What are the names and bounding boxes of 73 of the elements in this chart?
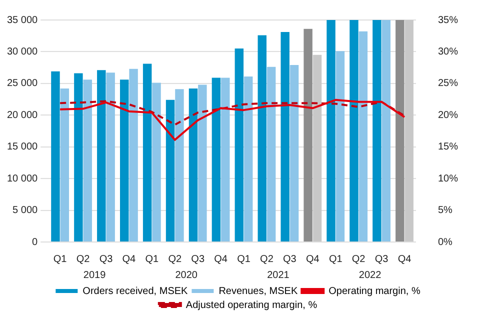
bar xyxy=(304,28,312,242)
x-tick-label: Q2 xyxy=(76,254,90,265)
text: 2019 xyxy=(83,270,106,281)
bar xyxy=(175,89,184,242)
y-tick-label: 15 000 xyxy=(6,142,38,153)
bar xyxy=(106,72,115,242)
bar xyxy=(120,80,129,242)
x-tick-label: Q3 xyxy=(191,254,205,265)
y2-tick-label: 25% xyxy=(438,78,458,90)
bar xyxy=(326,20,336,242)
bar xyxy=(166,100,175,242)
bar xyxy=(266,66,276,242)
bar xyxy=(129,68,138,242)
x-tick-label: Q4 xyxy=(306,254,320,265)
bar xyxy=(350,20,358,242)
bar xyxy=(280,32,290,242)
bar xyxy=(358,31,368,242)
bar xyxy=(396,20,404,242)
bar xyxy=(258,35,266,242)
x-tick-label: Q3 xyxy=(99,254,114,265)
y2-tick-label: 0% xyxy=(438,236,453,248)
y2-tick-label: 35% xyxy=(438,14,458,26)
y-tick-label: 25 000 xyxy=(6,78,38,90)
bar xyxy=(60,88,70,242)
bar xyxy=(234,48,244,242)
bar xyxy=(221,78,230,242)
bar xyxy=(142,64,152,242)
bar xyxy=(382,20,390,242)
bar xyxy=(404,20,414,242)
text: 2022 xyxy=(358,270,382,281)
legend-label: Adjusted operating margin, % xyxy=(186,300,318,311)
x-tick-label: Q1 xyxy=(145,254,160,265)
x-tick-label: Q4 xyxy=(398,254,412,265)
text: 2021 xyxy=(267,270,290,281)
y2-tick-label: 5% xyxy=(438,205,453,216)
y-tick-label: 0 xyxy=(32,236,38,248)
x-tick-label: Q4 xyxy=(122,254,136,265)
y2-tick-label: 30% xyxy=(438,46,458,58)
x-tick-label: Q4 xyxy=(214,254,228,265)
text: 2020 xyxy=(175,270,198,281)
x-tick-label: Q1 xyxy=(328,254,343,265)
bar xyxy=(372,20,382,242)
x-tick-label: Q3 xyxy=(283,254,297,265)
bar xyxy=(51,71,60,242)
x-tick-label: Q2 xyxy=(168,254,182,265)
bar xyxy=(244,76,253,242)
bar xyxy=(290,65,299,242)
bar xyxy=(97,70,106,242)
y2-tick-label: 10% xyxy=(438,173,458,184)
y2-tick-label: 20% xyxy=(438,110,458,121)
x-tick-label: Q2 xyxy=(352,254,366,265)
y-tick-label: 30 000 xyxy=(6,46,38,58)
x-tick-label: Q1 xyxy=(237,254,251,265)
legend-label: Revenues, MSEK xyxy=(218,286,298,297)
bar xyxy=(312,54,322,242)
x-tick-label: Q2 xyxy=(260,254,274,265)
y-tick-label: 35 000 xyxy=(6,14,38,26)
bar xyxy=(188,88,198,242)
legend-label: Orders received, MSEK xyxy=(82,286,188,297)
bar xyxy=(198,84,207,242)
line-series xyxy=(59,100,406,126)
y-tick-label: 10 000 xyxy=(6,173,38,184)
bar xyxy=(83,80,92,242)
x-tick-label: Q1 xyxy=(53,254,68,265)
y-tick-label: 20 000 xyxy=(6,110,38,121)
y-tick-label: 5 000 xyxy=(12,205,38,216)
x-tick-label: Q3 xyxy=(374,254,389,265)
bar xyxy=(74,73,83,242)
bar xyxy=(336,51,345,242)
bar xyxy=(152,82,161,242)
y2-tick-label: 15% xyxy=(438,142,458,153)
bar xyxy=(212,78,221,242)
legend-label: Operating margin, % xyxy=(328,286,420,297)
